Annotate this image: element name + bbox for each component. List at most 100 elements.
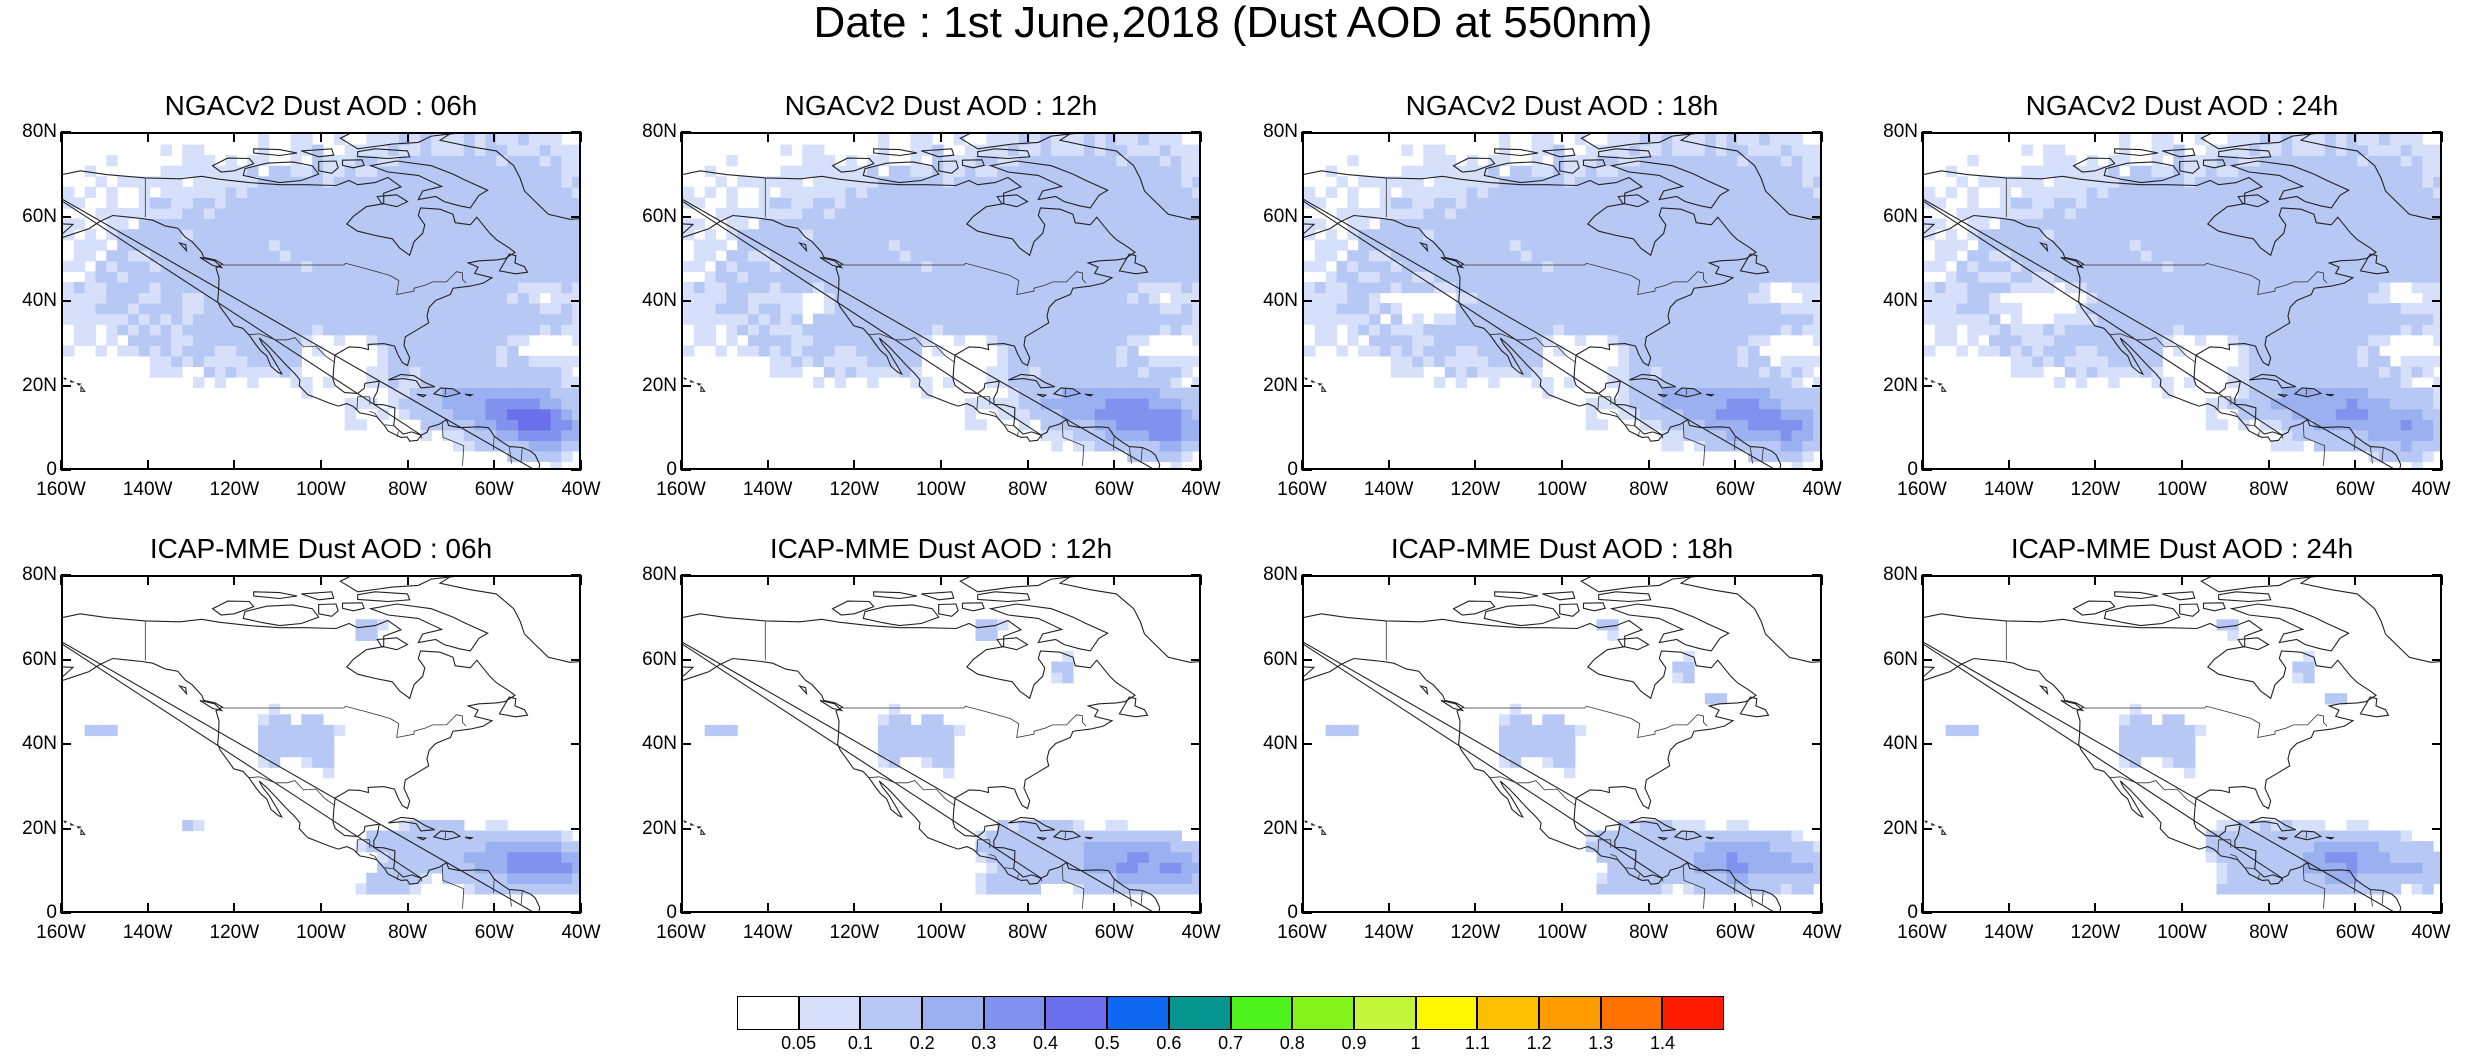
aod-cell	[420, 207, 432, 220]
aod-cell	[1105, 345, 1117, 357]
aod-cell	[225, 155, 237, 167]
aod-cell	[813, 186, 825, 198]
aod-cell	[1051, 260, 1063, 272]
aod-cell	[2249, 134, 2261, 146]
aod-cell	[1051, 387, 1063, 399]
aod-cell	[1748, 450, 1760, 463]
aod-cell	[2194, 250, 2207, 262]
aod-cell	[2357, 165, 2369, 177]
aod-cell	[823, 313, 836, 325]
aod-cell	[1780, 250, 1793, 262]
aod-cell	[377, 281, 389, 294]
aod-cell	[1105, 292, 1117, 304]
aod-cell	[1358, 207, 1370, 220]
aod-cell	[1704, 387, 1717, 399]
aod-cell	[1455, 186, 1468, 198]
aod-cell	[398, 239, 411, 251]
aod-cell	[1967, 197, 1979, 209]
political-boundary	[508, 889, 512, 907]
aod-cell	[539, 450, 552, 463]
aod-cell	[1116, 292, 1128, 304]
aod-cell	[1073, 313, 1085, 325]
aod-cell	[1499, 250, 1511, 262]
aod-cell	[561, 440, 573, 452]
aod-cell	[2238, 366, 2250, 378]
aod-cell	[986, 155, 998, 167]
aod-cell	[1650, 134, 1663, 146]
aod-cell	[344, 218, 357, 230]
aod-cell	[539, 862, 552, 874]
aod-cell	[1813, 165, 1820, 177]
aod-cell	[2119, 281, 2131, 294]
aod-cell	[463, 440, 476, 452]
aod-cell	[1553, 324, 1565, 336]
aod-cell	[1715, 419, 1728, 431]
aod-cell	[1127, 271, 1139, 283]
aod-cell	[715, 271, 727, 283]
aod-cell	[932, 229, 944, 241]
axis-tick	[1302, 469, 1312, 471]
aod-cell	[1531, 134, 1543, 146]
aod-cell	[1008, 366, 1020, 378]
aod-cell	[2400, 134, 2413, 146]
aod-cell	[355, 619, 367, 631]
aod-cell	[333, 165, 346, 177]
aod-cell	[138, 239, 151, 251]
aod-cell	[1542, 281, 1554, 294]
aod-cell	[431, 186, 443, 198]
aod-cell	[2335, 186, 2348, 198]
aod-cell	[2324, 271, 2337, 283]
aod-cell	[1585, 229, 1598, 241]
aod-cell	[2086, 218, 2098, 230]
aod-cell	[1159, 271, 1172, 283]
aod-cell	[1105, 819, 1117, 832]
aod-cell	[1029, 376, 1042, 389]
aod-cell	[193, 819, 205, 832]
latitude-label: 80N	[22, 121, 57, 142]
aod-cell	[247, 366, 259, 378]
aod-cell	[921, 250, 933, 262]
aod-cell	[528, 250, 541, 262]
aod-cell	[2270, 408, 2283, 420]
aod-cell	[1336, 176, 1348, 188]
aod-cell	[1618, 144, 1630, 156]
aod-cell	[823, 303, 836, 315]
aod-cell	[2010, 313, 2023, 325]
aod-cell	[813, 324, 825, 336]
aod-cell	[2422, 324, 2434, 336]
aod-cell	[2357, 345, 2369, 357]
aod-cell	[2173, 207, 2185, 220]
coastline	[1304, 200, 1664, 442]
aod-cell	[463, 260, 476, 272]
latitude-label: 40N	[22, 290, 57, 311]
aod-cell	[1008, 197, 1020, 209]
aod-cell	[236, 334, 248, 346]
aod-cell	[1694, 292, 1706, 304]
aod-cell	[453, 398, 465, 410]
aod-cell	[1748, 376, 1760, 389]
axis-tick	[1113, 460, 1116, 470]
aod-cell	[2108, 260, 2120, 272]
aod-cell	[138, 229, 151, 241]
aod-cell	[268, 746, 281, 758]
aod-cell	[2303, 207, 2315, 220]
aod-cell	[2119, 313, 2131, 325]
coastline	[1118, 253, 1149, 275]
aod-cell	[1509, 260, 1522, 272]
aod-cell	[485, 250, 497, 262]
aod-cell	[834, 345, 847, 357]
aod-cell	[2097, 303, 2109, 315]
aod-cell	[2433, 292, 2440, 304]
aod-cell	[1159, 250, 1172, 262]
aod-cell	[138, 260, 151, 272]
aod-cell	[1466, 155, 1478, 167]
aod-cell	[312, 250, 324, 262]
aod-cell	[780, 281, 792, 294]
political-boundary	[1682, 422, 1706, 466]
aod-cell	[431, 155, 443, 167]
aod-cell	[1073, 144, 1085, 156]
aod-cell	[1358, 303, 1370, 315]
aod-cell	[737, 271, 749, 283]
aod-cell	[975, 883, 987, 895]
aod-cell	[507, 313, 519, 325]
